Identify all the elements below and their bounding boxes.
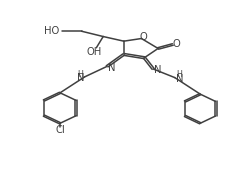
Text: O: O bbox=[139, 32, 147, 42]
Text: H: H bbox=[77, 69, 83, 78]
Text: Cl: Cl bbox=[55, 125, 65, 135]
Text: N: N bbox=[76, 73, 84, 83]
Text: N: N bbox=[153, 65, 161, 75]
Text: H: H bbox=[176, 71, 182, 79]
Text: O: O bbox=[171, 39, 179, 49]
Text: OH: OH bbox=[86, 47, 101, 57]
Text: N: N bbox=[175, 74, 182, 84]
Text: N: N bbox=[108, 63, 115, 73]
Text: HO: HO bbox=[44, 26, 59, 36]
